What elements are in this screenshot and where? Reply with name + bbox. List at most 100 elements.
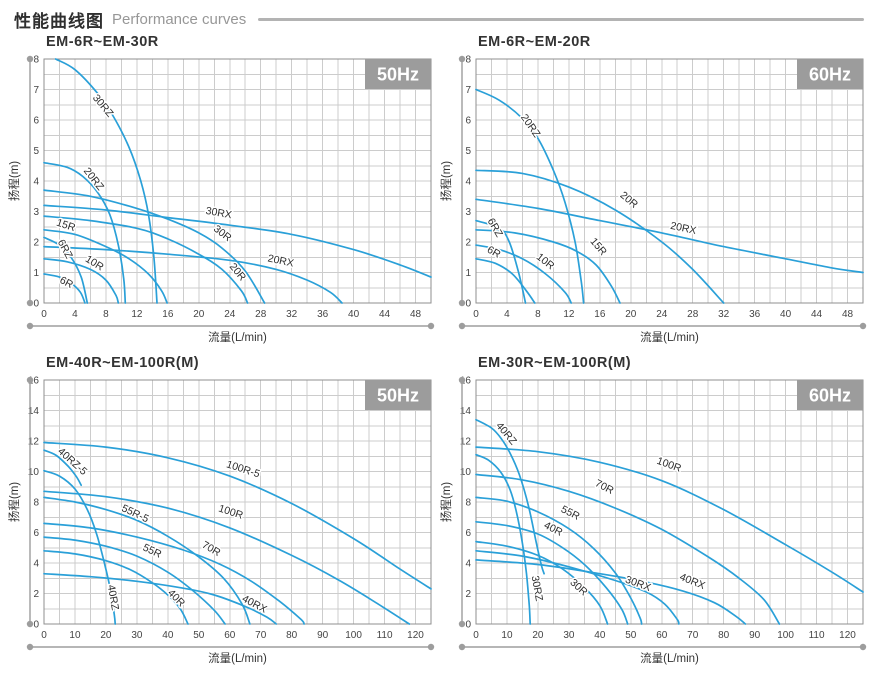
- frequency-badge: [797, 380, 863, 410]
- x-tick-label: 0: [41, 630, 47, 641]
- x-tick-label: 12: [563, 309, 575, 320]
- x-tick-label: 70: [687, 630, 699, 641]
- curve-55R: [43, 536, 226, 625]
- x-tick-label: 120: [839, 630, 856, 641]
- y-tick-label: 2: [33, 238, 39, 249]
- y-tick-label: 6: [33, 116, 39, 127]
- chart-title: EM-6R~EM-30R: [46, 34, 159, 50]
- chart-title: EM-40R~EM-100R(M): [46, 355, 200, 371]
- curve-40R: [475, 520, 629, 625]
- frequency-badge-text: 50Hz: [377, 386, 419, 406]
- decor-dot: [26, 55, 34, 63]
- frequency-badge-text: 60Hz: [809, 386, 851, 406]
- y-tick-label: 4: [33, 559, 39, 570]
- y-tick-label: 4: [465, 559, 471, 570]
- x-tick-label: 50: [193, 630, 205, 641]
- curve-30R: [43, 189, 266, 304]
- x-tick-label: 60: [656, 630, 668, 641]
- curve-40RZ: [43, 469, 117, 625]
- x-tick-label: 60: [224, 630, 236, 641]
- charts-grid: EM-6R~EM-30R 50Hz 0 4 8 12 16 20 24 28 32 36 40 44 48…: [8, 31, 870, 673]
- curve-6R: [43, 273, 86, 304]
- x-tick-label: 24: [656, 309, 668, 320]
- x-tick-label: 48: [410, 309, 422, 320]
- curve-label-40RX: 40RX: [240, 593, 269, 616]
- curve-30RZ: [475, 453, 532, 625]
- x-tick-label: 4: [504, 309, 510, 320]
- x-tick-label: 80: [286, 630, 298, 641]
- y-tick-label: 3: [465, 207, 471, 218]
- curve-6RZ: [475, 219, 527, 304]
- chart-em-40r-100rm-50hz: EM-40R~EM-100R(M) 50Hz 0 10 20 30 40 50 60 70 80 9…: [8, 352, 438, 673]
- decor-dot: [26, 643, 34, 651]
- frequency-badge-text: 60Hz: [809, 65, 851, 85]
- x-tick-label: 70: [255, 630, 267, 641]
- y-tick-label: 7: [33, 85, 39, 96]
- decor-dot: [859, 643, 867, 651]
- curve-70R: [475, 473, 781, 625]
- chart-title: EM-30R~EM-100R(M): [478, 355, 632, 371]
- chart-em-6r-20r-60hz: EM-6R~EM-20R 60Hz 0 4 8 12 16 20 24 28 32 36 40 44 48…: [440, 31, 870, 352]
- curve-6R: [475, 257, 536, 304]
- curve-15R: [475, 228, 621, 304]
- curve-label-30RX: 30RX: [624, 574, 653, 594]
- y-axis-title: 扬程(m): [8, 161, 21, 201]
- x-tick-label: 90: [317, 630, 329, 641]
- curve-label-20RZ: 20RZ: [81, 165, 107, 193]
- x-tick-label: 32: [286, 309, 298, 320]
- curve-label-55R-5: 55R-5: [120, 502, 151, 525]
- x-tick-label: 40: [162, 630, 174, 641]
- curve-label-55R: 55R: [559, 503, 582, 523]
- y-tick-label: 6: [33, 528, 39, 539]
- x-tick-label: 8: [535, 309, 541, 320]
- x-tick-label: 80: [718, 630, 730, 641]
- x-tick-label: 100: [345, 630, 362, 641]
- chart-em-6r-30r-50hz: EM-6R~EM-30R 50Hz 0 4 8 12 16 20 24 28 32 36 40 44 48…: [8, 31, 438, 352]
- header-rule-line: [258, 18, 864, 21]
- x-tick-label: 20: [100, 630, 112, 641]
- x-tick-label: 20: [625, 309, 637, 320]
- curve-30R: [475, 540, 609, 625]
- curve-100R: [43, 490, 411, 625]
- decor-dot: [859, 322, 867, 330]
- x-tick-label: 12: [131, 309, 143, 320]
- decor-dot: [427, 643, 435, 651]
- frequency-badge: [797, 59, 863, 89]
- x-tick-label: 10: [501, 630, 513, 641]
- plot-frame: [43, 58, 432, 304]
- curve-label-100R: 100R: [217, 503, 245, 522]
- curve-20R: [43, 215, 249, 304]
- y-tick-label: 8: [33, 55, 39, 66]
- curve-20RZ: [43, 161, 127, 304]
- page-header: 性能曲线图 Performance curves: [14, 7, 864, 32]
- x-tick-label: 28: [687, 309, 699, 320]
- chart-plot-canvas: 60Hz 0 10 20 30 40 50 60 70 80 90 100 110 120 0 2 4 6 8 10 1…: [440, 376, 867, 665]
- y-tick-label: 10: [28, 467, 40, 478]
- y-tick-label: 2: [465, 238, 471, 249]
- x-axis-title: 流量(L/min): [640, 330, 699, 344]
- y-tick-label: 8: [465, 55, 471, 66]
- y-tick-label: 5: [33, 146, 39, 157]
- curve-label-40RZ-5: 40RZ-5: [55, 445, 89, 477]
- y-axis-title: 扬程(m): [440, 161, 453, 201]
- curve-label-70R: 70R: [200, 539, 223, 559]
- x-tick-label: 28: [255, 309, 267, 320]
- curve-40RX: [475, 559, 747, 625]
- y-tick-label: 14: [460, 406, 472, 417]
- curve-40RZ: [475, 418, 545, 575]
- curve-70R: [43, 522, 305, 625]
- x-tick-label: 32: [718, 309, 730, 320]
- y-tick-label: 3: [33, 207, 39, 218]
- x-tick-label: 0: [473, 630, 479, 641]
- x-tick-label: 50: [625, 630, 637, 641]
- curve-label-20R: 20R: [618, 189, 641, 211]
- curve-30RX: [475, 549, 680, 625]
- decor-dot: [458, 55, 466, 63]
- curve-40R: [43, 549, 189, 625]
- curve-15R: [43, 228, 168, 304]
- curve-label-15R: 15R: [587, 236, 609, 259]
- decor-dot: [458, 620, 466, 628]
- axis-decor-rails: [26, 376, 435, 651]
